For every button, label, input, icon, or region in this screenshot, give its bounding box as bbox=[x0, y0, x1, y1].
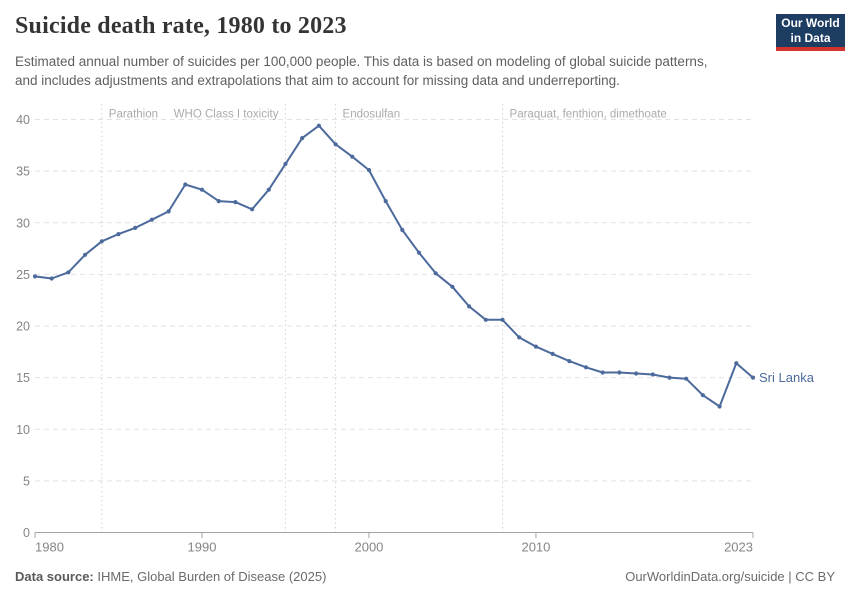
data-point-2021 bbox=[717, 404, 722, 409]
y-tick-label-40: 40 bbox=[16, 113, 30, 127]
data-point-1988 bbox=[166, 209, 171, 214]
data-point-2013 bbox=[583, 365, 589, 370]
data-point-2017 bbox=[650, 372, 655, 377]
data-source-value: IHME, Global Burden of Disease (2025) bbox=[93, 569, 327, 584]
data-point-1993 bbox=[250, 207, 255, 212]
y-tick-label-25: 25 bbox=[16, 268, 30, 282]
data-point-2016 bbox=[634, 371, 639, 376]
data-source: Data source: IHME, Global Burden of Dise… bbox=[15, 569, 326, 584]
data-point-1998 bbox=[333, 142, 338, 147]
data-point-1995 bbox=[283, 161, 288, 166]
data-point-1999 bbox=[350, 154, 355, 159]
data-point-2008 bbox=[500, 317, 505, 322]
data-point-2018 bbox=[667, 375, 672, 380]
x-tick-label-1980: 1980 bbox=[35, 540, 64, 555]
data-point-2014 bbox=[600, 370, 605, 375]
data-point-2006 bbox=[467, 304, 472, 309]
data-point-1997 bbox=[316, 123, 321, 128]
x-tick-label-2000: 2000 bbox=[354, 540, 383, 555]
data-point-1985 bbox=[116, 232, 121, 237]
data-point-1984 bbox=[99, 239, 104, 244]
owid-logo-line2: in Data bbox=[790, 30, 831, 45]
chart-subtitle: Estimated annual number of suicides per … bbox=[15, 54, 708, 89]
y-tick-label-35: 35 bbox=[16, 165, 30, 179]
data-point-1986 bbox=[133, 225, 138, 230]
data-source-label: Data source: bbox=[15, 569, 94, 584]
annotation-label-1: WHO Class I toxicity bbox=[174, 109, 279, 121]
data-point-1994 bbox=[266, 187, 271, 192]
data-point-2011 bbox=[550, 351, 555, 356]
x-tick-label-2023: 2023 bbox=[724, 540, 753, 555]
data-point-1991 bbox=[216, 199, 221, 204]
y-tick-label-0: 0 bbox=[23, 526, 30, 540]
data-point-2004 bbox=[433, 271, 438, 276]
y-tick-label-30: 30 bbox=[16, 216, 30, 230]
data-point-2003 bbox=[416, 250, 422, 255]
data-point-2019 bbox=[684, 376, 689, 381]
annotation-label-0: Parathion bbox=[109, 109, 158, 121]
data-point-2000 bbox=[366, 168, 372, 173]
x-tick-label-2010: 2010 bbox=[521, 540, 550, 555]
data-point-2012 bbox=[567, 359, 572, 364]
owid-logo[interactable]: Our World in Data bbox=[776, 14, 845, 51]
annotation-label-2: Endosulfan bbox=[343, 109, 401, 121]
y-tick-label-5: 5 bbox=[23, 474, 30, 488]
data-point-2005 bbox=[450, 284, 455, 289]
data-point-1996 bbox=[300, 136, 305, 141]
series-line-sri-lanka bbox=[34, 124, 754, 408]
owid-logo-accent-bar bbox=[776, 47, 845, 51]
series-end-label: Sri Lanka bbox=[759, 370, 815, 385]
data-point-1982 bbox=[66, 270, 71, 275]
data-point-2020 bbox=[700, 393, 706, 398]
y-tick-label-20: 20 bbox=[16, 320, 30, 334]
data-point-2015 bbox=[617, 370, 622, 375]
data-point-1987 bbox=[149, 217, 154, 222]
data-point-2010 bbox=[533, 344, 539, 349]
data-point-1989 bbox=[183, 182, 188, 187]
data-point-1981 bbox=[49, 276, 54, 281]
data-point-2001 bbox=[383, 199, 388, 204]
data-point-1990 bbox=[199, 187, 205, 192]
data-point-2022 bbox=[734, 361, 739, 366]
owid-url-license[interactable]: OurWorldinData.org/suicide | CC BY bbox=[625, 569, 835, 584]
data-point-2002 bbox=[400, 227, 405, 233]
page-title: Suicide death rate, 1980 to 2023 bbox=[15, 13, 347, 39]
data-point-2023 bbox=[750, 375, 756, 380]
y-tick-label-10: 10 bbox=[16, 423, 30, 437]
data-point-1983 bbox=[83, 252, 88, 257]
data-point-2007 bbox=[483, 317, 488, 322]
data-point-1980 bbox=[32, 274, 38, 279]
data-point-2009 bbox=[517, 335, 522, 340]
y-tick-label-15: 15 bbox=[16, 371, 30, 385]
data-point-1992 bbox=[233, 200, 238, 205]
annotation-label-3: Paraquat, fenthion, dimethoate bbox=[510, 109, 667, 121]
x-tick-label-1990: 1990 bbox=[188, 540, 217, 555]
owid-logo-line1: Our World bbox=[781, 16, 840, 31]
